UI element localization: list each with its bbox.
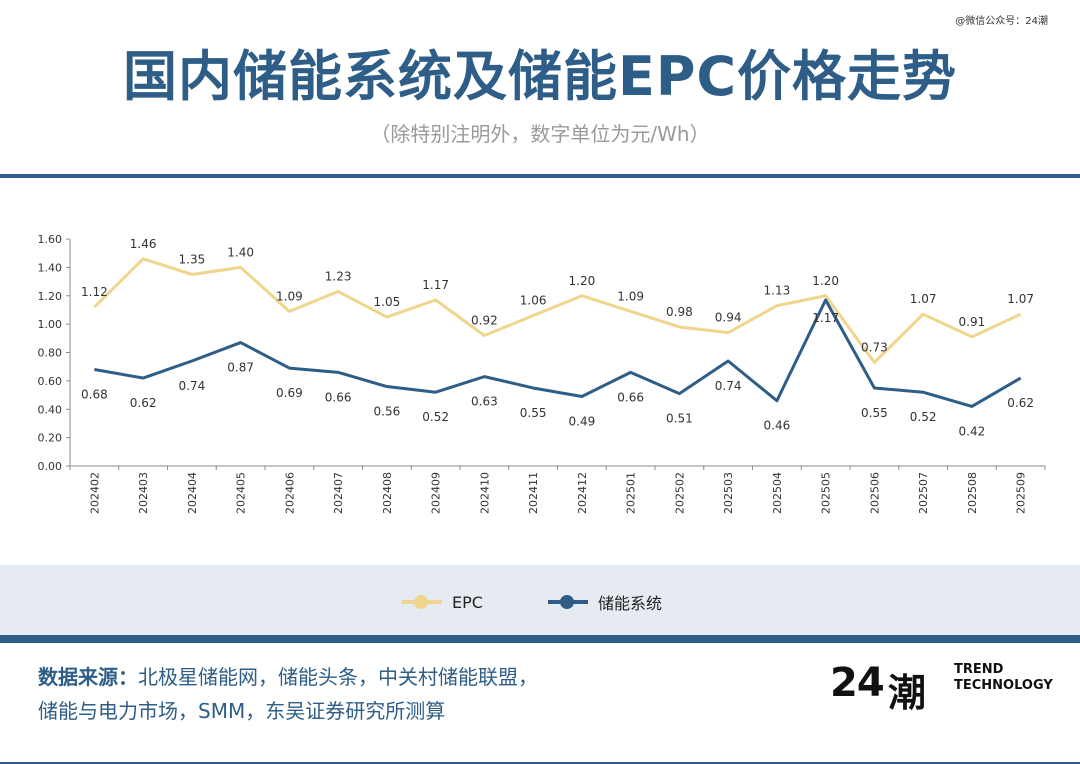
- data-label-system: 0.69: [276, 386, 303, 400]
- series-line-epc: [93, 257, 1022, 364]
- legend-item-epc: EPC: [402, 592, 483, 612]
- x-tick-label: 202403: [137, 472, 150, 514]
- legend: EPC 储能系统: [0, 565, 1080, 635]
- x-tick-label: 202412: [576, 472, 589, 514]
- x-tick-label: 202503: [722, 472, 735, 514]
- x-tick-label: 202404: [186, 472, 199, 514]
- data-label-system: 0.51: [666, 412, 693, 426]
- source-note: 数据来源：北极星储能网，储能头条，中关村储能联盟， 储能与电力市场，SMM，东吴…: [38, 660, 678, 728]
- legend-item-system: 储能系统: [548, 592, 663, 613]
- watermark: @微信公众号：24潮: [955, 16, 1048, 27]
- data-label-epc: 0.92: [471, 313, 498, 327]
- legend-label-epc: EPC: [452, 592, 483, 612]
- x-tick-label: 202402: [88, 472, 101, 514]
- data-label-epc: 1.40: [227, 245, 254, 259]
- x-tick-label: 202501: [625, 472, 638, 514]
- y-tick-label: 0.20: [38, 432, 63, 445]
- data-label-epc: 0.98: [666, 305, 693, 319]
- x-tick-label: 202407: [332, 472, 345, 514]
- logo-mark: 潮: [888, 671, 927, 715]
- data-label-epc: 1.09: [276, 289, 303, 303]
- source-text-line2: 储能与电力市场，SMM，东吴证券研究所测算: [38, 699, 446, 723]
- data-label-epc: 1.09: [617, 289, 644, 303]
- data-label-epc: 1.46: [130, 237, 157, 251]
- data-label-epc: 1.20: [569, 274, 596, 288]
- x-tick-label: 202504: [771, 472, 784, 514]
- data-label-system: 0.56: [374, 405, 401, 419]
- y-tick-label: 1.00: [38, 318, 63, 331]
- x-tick-label: 202502: [673, 472, 686, 514]
- logo-word-technology: TECHNOLOGY: [954, 678, 1053, 693]
- legend-swatch-system: [548, 595, 588, 609]
- legend-swatch-epc: [402, 595, 442, 609]
- brand-logo: 24 潮 TREND TECHNOLOGY: [830, 660, 1060, 720]
- y-tick-label: 0.40: [38, 403, 63, 416]
- x-tick-label: 202408: [381, 472, 394, 514]
- data-label-epc: 0.73: [861, 340, 888, 354]
- data-label-epc: 1.23: [325, 269, 352, 283]
- line-chart: 0.00 0.20 0.40 0.60 0.80 1.00 1.20 1.40 1.60 2024…: [38, 233, 1046, 514]
- data-label-system: 0.63: [471, 395, 498, 409]
- x-tick-label: 202505: [820, 472, 833, 514]
- data-label-epc: 1.12: [81, 285, 108, 299]
- top-divider: [0, 174, 1080, 178]
- data-label-system: 0.87: [227, 361, 254, 375]
- y-tick-label: 1.20: [38, 290, 63, 303]
- data-label-system: 0.62: [1007, 396, 1034, 410]
- x-tick-label: 202409: [430, 472, 443, 514]
- source-text-line1: 北极星储能网，储能头条，中关村储能联盟，: [138, 665, 538, 689]
- page-title: 国内储能系统及储能EPC价格走势: [122, 45, 958, 108]
- y-tick-label: 1.40: [38, 261, 63, 274]
- data-label-epc: 1.13: [764, 284, 791, 298]
- x-tick-label: 202509: [1015, 472, 1028, 514]
- y-tick-label: 0.00: [38, 460, 63, 473]
- data-label-epc: 0.94: [715, 311, 742, 325]
- y-tick-label: 0.80: [38, 347, 63, 360]
- x-tick-label: 202411: [527, 472, 540, 514]
- data-label-epc: 1.07: [910, 292, 937, 306]
- data-label-system: 0.66: [617, 390, 644, 404]
- data-label-system: 0.74: [715, 379, 742, 393]
- series-line-system: [94, 298, 1022, 408]
- data-label-epc: 1.05: [374, 295, 401, 309]
- data-label-epc: 1.20: [812, 274, 839, 288]
- source-label: 数据来源：: [38, 665, 138, 689]
- data-label-system: 1.17: [812, 311, 839, 325]
- data-label-system: 0.55: [861, 406, 888, 420]
- bottom-divider: [0, 635, 1080, 643]
- x-tick-label: 202506: [868, 472, 881, 514]
- data-label-system: 0.66: [325, 390, 352, 404]
- data-label-system: 0.49: [569, 414, 596, 428]
- y-tick-label: 1.60: [38, 233, 63, 246]
- logo-wordmark: TREND TECHNOLOGY: [954, 662, 1053, 694]
- data-label-system: 0.46: [764, 419, 791, 433]
- data-label-epc: 1.35: [179, 252, 206, 266]
- data-label-system: 0.55: [520, 406, 547, 420]
- data-label-system: 0.52: [422, 410, 449, 424]
- y-tick-label: 0.60: [38, 375, 63, 388]
- logo-word-trend: TREND: [954, 662, 1004, 677]
- data-label-epc: 1.17: [422, 278, 449, 292]
- logo-number: 24: [830, 660, 885, 706]
- data-label-system: 0.68: [81, 388, 108, 402]
- x-tick-label: 202405: [235, 472, 248, 514]
- data-label-system: 0.42: [959, 424, 986, 438]
- legend-label-system: 储能系统: [598, 594, 663, 613]
- x-tick-label: 202508: [966, 472, 979, 514]
- data-label-system: 0.74: [179, 379, 206, 393]
- data-label-system: 0.52: [910, 410, 937, 424]
- x-tick-label: 202507: [917, 472, 930, 514]
- page-subtitle: （除特别注明外，数字单位为元/Wh）: [370, 122, 710, 146]
- page-bottom-line: [0, 762, 1080, 764]
- data-label-system: 0.62: [130, 396, 157, 410]
- x-tick-label: 202406: [283, 472, 296, 514]
- data-label-epc: 1.07: [1007, 292, 1034, 306]
- data-label-epc: 0.91: [959, 315, 986, 329]
- data-label-epc: 1.06: [520, 294, 547, 308]
- x-tick-label: 202410: [478, 472, 491, 514]
